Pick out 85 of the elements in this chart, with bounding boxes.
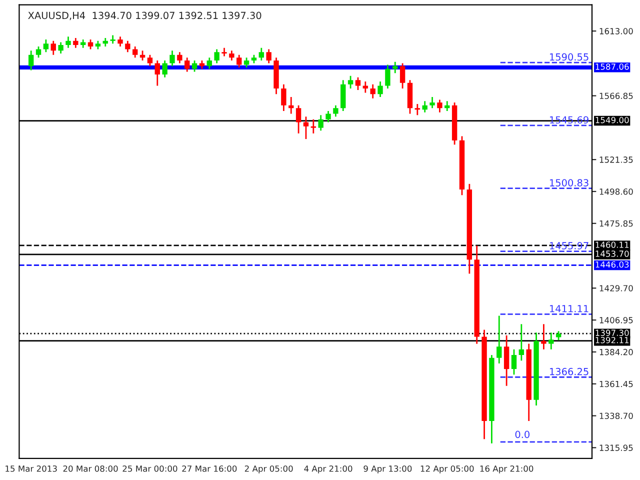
candlestick [170, 50, 175, 67]
candlestick [118, 36, 123, 48]
candlestick [125, 40, 130, 53]
ref-line-label: 1460.11 [596, 242, 629, 248]
candlestick [340, 79, 346, 112]
x-tick-label: 25 Mar 00:00 [122, 465, 178, 472]
x-tick-label: 9 Apr 13:00 [364, 465, 412, 474]
candlestick [318, 114, 324, 132]
candlestick [414, 103, 420, 116]
candlestick [422, 100, 428, 114]
y-tick-label: 1406.95 [600, 317, 633, 324]
ref-line-label: 1392.11 [596, 336, 629, 344]
candlestick [206, 56, 212, 70]
ref-line-label: 1397.30 [596, 330, 629, 336]
candlestick [184, 56, 190, 72]
candlestick [36, 46, 42, 58]
candlestick [244, 56, 250, 68]
x-tick-label: 16 Apr 21:00 [480, 465, 534, 474]
candlestick [177, 51, 182, 64]
candlestick [437, 99, 442, 114]
y-tick-label: 1521.35 [600, 156, 633, 163]
candlestick [385, 64, 390, 90]
candlestick [362, 80, 368, 94]
ref-line-label: 1590.55 [550, 53, 588, 61]
candlestick [266, 48, 272, 64]
candlestick [229, 50, 234, 62]
candlestick [43, 38, 49, 53]
candlestick [518, 323, 524, 362]
x-tick-label: 27 Mar 16:00 [182, 465, 237, 472]
candlestick [28, 50, 34, 71]
candlestick [370, 84, 376, 100]
candlestick [88, 38, 94, 50]
candlestick [310, 118, 316, 134]
ref-line-label: 1411.11 [550, 305, 588, 312]
ref-line-label: 1366.25 [550, 368, 588, 376]
y-tick-label: 1384.20 [600, 348, 633, 356]
ref-line-label: 1587.06 [596, 64, 629, 70]
candlestick [258, 47, 264, 62]
x-tick-label: 2 Apr 05:00 [244, 465, 293, 474]
candlestick [162, 60, 168, 78]
ref-line-label: 1500.83 [550, 179, 588, 186]
candlestick [392, 61, 398, 74]
candlestick [378, 80, 383, 98]
candlestick [132, 46, 138, 58]
candlestick [355, 76, 361, 91]
candlestick [50, 40, 56, 56]
candlestick [303, 116, 309, 140]
candlestick [496, 315, 502, 364]
candlestick [504, 334, 510, 387]
y-tick-label: 1475.85 [600, 220, 633, 227]
candlestick [296, 104, 302, 134]
candlestick [556, 330, 562, 341]
candlestick [348, 75, 354, 90]
candlestick [73, 37, 78, 49]
candlestick [326, 110, 331, 123]
text: XAUUSD,H4 1394.70 1399.07 1392.51 1397.30 [28, 12, 262, 20]
y-tick-label: 1613.00 [600, 28, 633, 34]
candlestick [430, 96, 435, 109]
y-tick-label: 1338.70 [600, 412, 633, 420]
candlestick [511, 348, 517, 376]
candlestick [281, 84, 286, 112]
candlestick [192, 60, 198, 72]
candlestick [400, 62, 406, 90]
y-tick-label: 1361.45 [600, 380, 633, 388]
candlestick [236, 54, 242, 68]
y-tick-label: 1498.60 [600, 188, 633, 195]
x-tick-label: 15 Mar 2013 [6, 465, 57, 472]
candlestick [147, 54, 153, 67]
ref-line-label: 1453.70 [596, 250, 629, 257]
annotation: 0.0 [515, 430, 530, 438]
x-tick-label: 12 Apr 05:00 [420, 465, 474, 474]
y-tick-label: 1315.95 [600, 444, 633, 451]
candlestick [548, 332, 554, 350]
y-tick-label: 1429.70 [600, 285, 633, 292]
candlestick [66, 36, 71, 49]
y-tick-label: 1566.85 [600, 92, 633, 100]
x-tick-label: 20 Mar 08:00 [63, 465, 118, 472]
candlestick [541, 323, 546, 350]
ref-line-label: 1549.00 [596, 116, 629, 124]
candlestick [214, 48, 220, 64]
candlestick [333, 104, 338, 118]
ref-line-label: 1446.03 [596, 261, 629, 268]
candlestick [58, 42, 64, 54]
x-tick-label: 4 Apr 21:00 [304, 465, 352, 474]
candlestick [154, 60, 160, 86]
